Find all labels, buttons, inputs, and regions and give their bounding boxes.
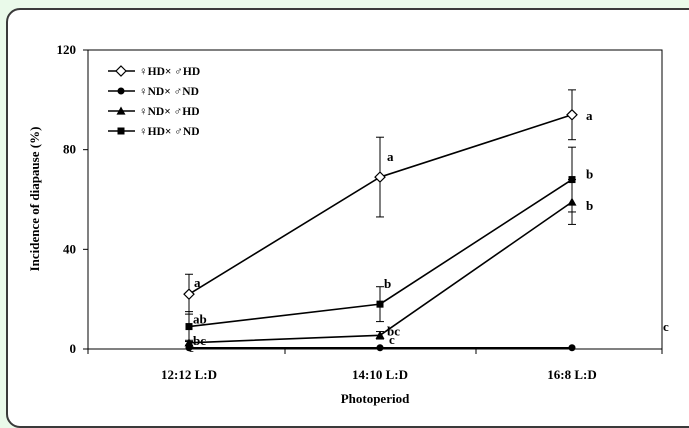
- legend-label: ♀HD× ♂HD: [139, 66, 200, 78]
- data-point: [569, 344, 576, 351]
- y-tick-label: 40: [63, 241, 76, 256]
- significance-label: c: [663, 319, 669, 334]
- y-tick-label: 120: [57, 42, 77, 57]
- data-point: [569, 176, 576, 183]
- significance-label: bc: [193, 333, 206, 348]
- legend-label: ♀ND× ♂ND: [139, 86, 199, 98]
- diapause-chart: 0 40 80 120 12:12 L:D 14:10 L:D 16:8 L:D Inci…: [0, 0, 689, 409]
- significance-label: ab: [193, 312, 207, 327]
- x-tick-label: 12:12 L:D: [161, 367, 217, 382]
- y-axis: 0 40 80 120: [57, 42, 89, 356]
- significance-label: a: [387, 149, 394, 164]
- series-2: [186, 344, 576, 351]
- significance-label: a: [586, 108, 593, 123]
- legend-label: ♀ND× ♂HD: [139, 106, 200, 118]
- legend-marker: [118, 128, 125, 135]
- data-point: [567, 110, 577, 120]
- series-1: [184, 90, 577, 314]
- legend-item: ♀ND× ♂ND: [108, 86, 199, 98]
- legend: ♀HD× ♂HD ♀ND× ♂ND ♀ND× ♂HD ♀HD× ♂ND: [108, 66, 200, 138]
- significance-label: bc: [387, 323, 400, 338]
- legend-label: ♀HD× ♂ND: [139, 126, 200, 138]
- y-axis-title: Incidence of diapause (%): [27, 127, 42, 272]
- significance-label: b: [384, 276, 391, 291]
- legend-item: ♀HD× ♂HD: [108, 66, 200, 78]
- x-tick-label: 14:10 L:D: [352, 367, 408, 382]
- data-point: [184, 289, 194, 299]
- legend-marker: [116, 66, 126, 76]
- data-point: [186, 323, 193, 330]
- legend-marker: [118, 88, 125, 95]
- x-axis: 12:12 L:D 14:10 L:D 16:8 L:D: [88, 349, 662, 382]
- series-layer: [184, 90, 577, 351]
- x-tick-label: 16:8 L:D: [547, 367, 596, 382]
- y-tick-label: 80: [63, 142, 76, 157]
- legend-item: ♀ND× ♂HD: [108, 106, 200, 118]
- significance-label: b: [586, 198, 593, 213]
- data-point: [377, 344, 384, 351]
- x-axis-title: Photoperiod: [341, 391, 410, 406]
- data-point: [375, 172, 385, 182]
- significance-label: a: [194, 275, 201, 290]
- y-tick-label: 0: [70, 341, 77, 356]
- legend-item: ♀HD× ♂ND: [108, 126, 200, 138]
- data-point: [377, 301, 384, 308]
- significance-label: b: [586, 167, 593, 182]
